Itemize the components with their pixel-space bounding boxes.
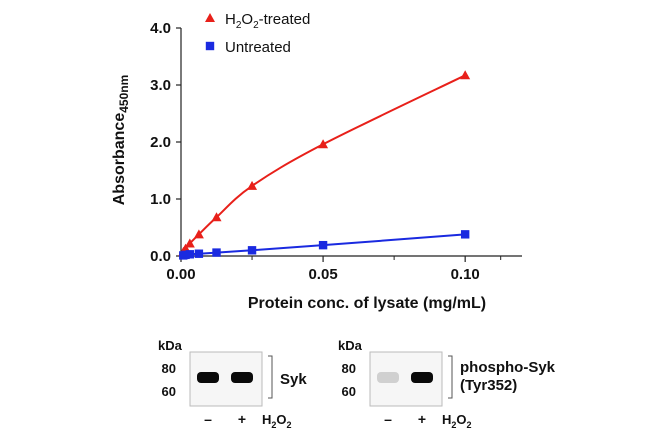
legend-item-untreated: Untreated bbox=[205, 39, 291, 56]
protein-band bbox=[411, 372, 433, 383]
treatment-subscript: 2 bbox=[467, 420, 472, 430]
line-chart: 0.01.02.03.04.00.00 0.05 0.10 H2O2-treated… bbox=[111, 11, 522, 312]
lane-label: – bbox=[204, 411, 212, 427]
series-h2o2-treated bbox=[178, 70, 471, 257]
data-point bbox=[318, 139, 329, 149]
protein-label: Syk bbox=[280, 371, 307, 388]
treatment-label: H2O2 bbox=[442, 412, 472, 430]
y-tick-label: 1.0 bbox=[150, 191, 171, 208]
protein-band bbox=[231, 372, 253, 383]
data-point bbox=[181, 250, 190, 260]
lane-label: + bbox=[238, 411, 246, 427]
data-point bbox=[318, 240, 328, 250]
data-point bbox=[247, 180, 258, 190]
band-bracket bbox=[268, 355, 273, 399]
protein-label: phospho-Syk bbox=[460, 359, 556, 376]
treatment-text-part: H bbox=[262, 412, 271, 427]
kda-label: kDa bbox=[338, 338, 363, 353]
legend-text-part: O bbox=[241, 11, 253, 28]
legend-label: H2O2-treated bbox=[225, 11, 310, 31]
treatment-text-part: H bbox=[442, 412, 451, 427]
legend-marker bbox=[205, 41, 215, 51]
treatment-label: H2O2 bbox=[262, 412, 292, 430]
treatment-subscript: 2 bbox=[287, 420, 292, 430]
y-axis-title-subscript: 450nm bbox=[117, 75, 131, 113]
chart-ticks: 0.0 1.0 2.0 3.0 4.0 0.00 0.05 0.10 bbox=[150, 20, 502, 283]
kda-label: kDa bbox=[158, 338, 183, 353]
y-tick-label: 4.0 bbox=[150, 20, 171, 37]
legend-text-part: H bbox=[225, 11, 236, 28]
protein-label: (Tyr352) bbox=[460, 377, 517, 394]
legend-subscript: 2 bbox=[253, 20, 259, 31]
protein-band bbox=[197, 372, 219, 383]
x-tick-label: 0.00 bbox=[166, 266, 195, 283]
treatment-text-part: O bbox=[456, 412, 466, 427]
data-point bbox=[212, 248, 221, 257]
legend-marker bbox=[205, 13, 215, 22]
y-tick-label: 0.0 bbox=[150, 248, 171, 265]
lane-label: – bbox=[384, 411, 392, 427]
y-tick-label: 2.0 bbox=[150, 134, 171, 151]
treatment-subscript: 2 bbox=[271, 420, 276, 430]
data-point bbox=[460, 230, 470, 239]
treatment-subscript: 2 bbox=[451, 420, 456, 430]
kda-marker: 60 bbox=[342, 384, 356, 399]
y-axis-title-main: Absorbance bbox=[111, 113, 128, 206]
kda-marker: 80 bbox=[162, 361, 176, 376]
treatment-text-part: O bbox=[276, 412, 286, 427]
y-axis-title: Absorbance450nm bbox=[111, 75, 131, 206]
y-tick-label: 3.0 bbox=[150, 77, 171, 94]
kda-marker: 60 bbox=[162, 384, 176, 399]
data-point bbox=[193, 229, 204, 239]
legend-subscript: 2 bbox=[236, 20, 242, 31]
x-tick-label: 0.05 bbox=[308, 266, 337, 283]
series-line bbox=[182, 74, 466, 253]
legend-item-h2o2-treated: H2O2-treated bbox=[205, 11, 310, 31]
data-point bbox=[211, 212, 222, 222]
data-point bbox=[194, 249, 204, 258]
data-point bbox=[185, 250, 195, 259]
legend-label: Untreated bbox=[225, 39, 291, 56]
data-point bbox=[184, 238, 195, 248]
data-point bbox=[247, 246, 257, 255]
series-untreated bbox=[179, 230, 470, 260]
protein-band bbox=[377, 372, 399, 383]
lane-label: + bbox=[418, 411, 426, 427]
x-axis-title: Protein conc. of lysate (mg/mL) bbox=[248, 295, 486, 312]
band-bracket bbox=[448, 355, 453, 399]
legend-text-part: -treated bbox=[259, 11, 311, 28]
x-tick-label: 0.10 bbox=[451, 266, 480, 283]
data-point bbox=[460, 70, 471, 80]
kda-marker: 80 bbox=[342, 361, 356, 376]
chart-axes bbox=[180, 28, 522, 257]
chart-series bbox=[178, 70, 471, 260]
